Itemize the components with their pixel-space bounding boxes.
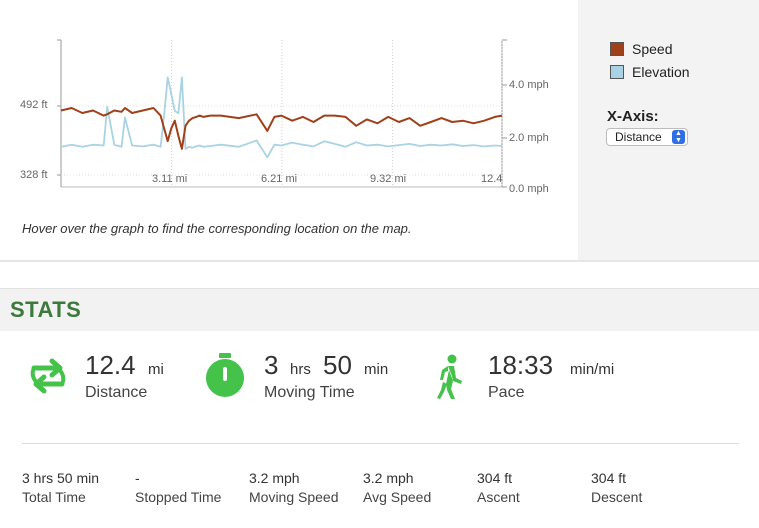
chart-hover-hint: Hover over the graph to find the corresp… bbox=[22, 221, 412, 236]
stat-distance-unit: mi bbox=[148, 361, 164, 378]
legend-elevation-swatch bbox=[610, 65, 624, 79]
legend-speed[interactable]: Speed bbox=[610, 41, 672, 57]
stat-pace-label: Pace bbox=[488, 384, 525, 401]
grid-lines bbox=[61, 40, 503, 187]
stat-descent-label: Descent bbox=[591, 489, 643, 505]
stat-distance-label: Distance bbox=[85, 384, 148, 401]
left-axis-tick-label: 328 ft bbox=[20, 169, 48, 181]
right-axis-tick-label: 4.0 mph bbox=[509, 79, 549, 91]
stat-moving-time-hours-unit: hrs bbox=[290, 361, 311, 378]
right-axis-tick-label: 0.0 mph bbox=[509, 183, 549, 195]
panel-divider bbox=[0, 260, 759, 262]
stat-descent-value: 304 ft bbox=[591, 470, 627, 486]
stat-ascent-label: Ascent bbox=[477, 489, 520, 505]
stat-avg-speed-value: 3.2 mph bbox=[363, 470, 414, 486]
elevation-speed-chart[interactable] bbox=[0, 0, 575, 215]
stats-title: STATS bbox=[10, 297, 82, 322]
stat-moving-speed-value: 3.2 mph bbox=[249, 470, 300, 486]
legend-elevation-label: Elevation bbox=[632, 64, 690, 80]
walking-person-icon bbox=[437, 354, 462, 399]
stats-divider bbox=[22, 443, 739, 444]
stat-stopped-time-value: - bbox=[135, 470, 140, 486]
legend-elevation[interactable]: Elevation bbox=[610, 64, 690, 80]
right-axis-tick-label: 2.0 mph bbox=[509, 132, 549, 144]
stat-stopped-time-label: Stopped Time bbox=[135, 489, 222, 505]
x-axis-selector-label: X-Axis: bbox=[607, 108, 659, 125]
stat-pace-value: 18:33 bbox=[488, 350, 554, 380]
stopwatch-icon bbox=[206, 353, 244, 397]
left-axis-tick-label: 492 ft bbox=[20, 99, 48, 111]
x-axis-tick-label: 3.11 mi bbox=[152, 173, 188, 185]
series-lines bbox=[60, 76, 503, 159]
select-arrows-icon: ▲ ▼ bbox=[672, 130, 685, 144]
stat-total-time-value: 3 hrs 50 min bbox=[22, 470, 100, 486]
x-axis-select-value: Distance bbox=[615, 130, 662, 144]
x-axis-tick-label: 6.21 mi bbox=[261, 173, 298, 185]
elevation-series-line bbox=[60, 76, 503, 159]
speed-series-line bbox=[60, 107, 503, 150]
stat-pace-unit: min/mi bbox=[570, 361, 615, 378]
stat-avg-speed-label: Avg Speed bbox=[363, 489, 432, 505]
x-axis-tick-label: 9.32 mi bbox=[370, 173, 407, 185]
legend-speed-label: Speed bbox=[632, 41, 673, 57]
stat-moving-time-hours: 3 bbox=[264, 350, 279, 380]
x-axis-select[interactable]: Distance ▲ ▼ bbox=[606, 128, 688, 146]
stats-header-bar bbox=[0, 288, 759, 331]
x-axis-tick-label: 12.4 bbox=[481, 173, 503, 185]
stat-distance-value: 12.4 bbox=[85, 350, 136, 380]
stat-moving-time-minutes: 50 bbox=[323, 350, 352, 380]
stat-ascent-value: 304 ft bbox=[477, 470, 513, 486]
stat-moving-speed-label: Moving Speed bbox=[249, 489, 339, 505]
stat-moving-time-label: Moving Time bbox=[264, 384, 355, 401]
legend-speed-swatch bbox=[610, 42, 624, 56]
stat-moving-time-minutes-unit: min bbox=[364, 361, 389, 378]
distance-arrows-icon bbox=[30, 358, 66, 394]
stat-total-time-label: Total Time bbox=[22, 489, 86, 505]
